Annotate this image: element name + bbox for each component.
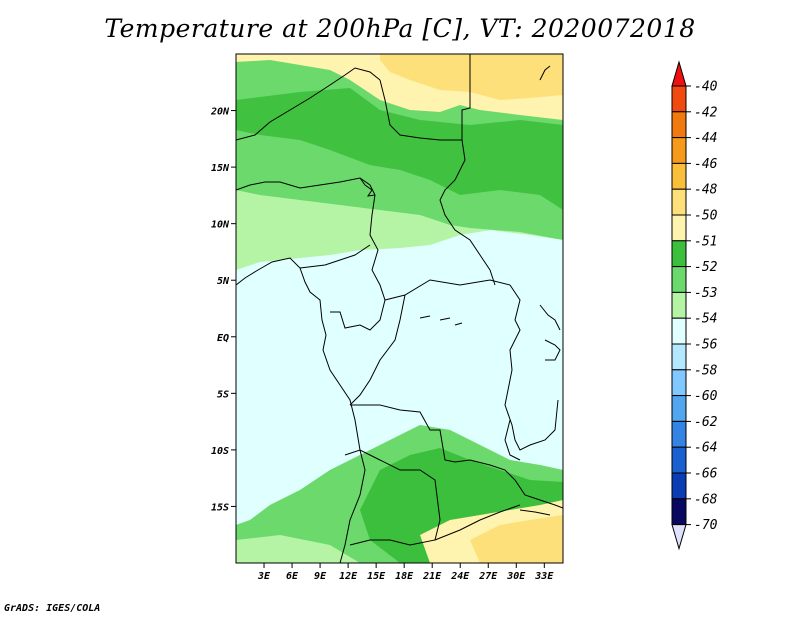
- border-drc-west: [349, 294, 406, 406]
- field-warm-dark-south: [470, 515, 563, 563]
- colorbar-label: -44: [694, 131, 717, 146]
- colorbar-label: -50: [694, 209, 718, 224]
- colorbar-bottom-arrow: [671, 524, 687, 551]
- lat-tick-label: 15S: [211, 502, 229, 513]
- lat-tick-label: EQ: [217, 333, 229, 344]
- lake-tanganyika: [504, 419, 521, 461]
- lake-victoria-outline: [539, 304, 561, 331]
- colorbar-segment: [671, 317, 687, 345]
- lon-tick-label: 30E: [506, 571, 526, 582]
- colorbar-segment: [671, 85, 687, 113]
- border-chad-sudan: [439, 139, 496, 286]
- colorbar-segment: [671, 369, 687, 397]
- temperature-field: [236, 54, 563, 563]
- axis-tick-labels: 3E 6E 9E 12E 15E 18E 21E 24E 27E 30E 33E 20N 15N 10N 5…: [210, 107, 554, 582]
- colorbar-label: -53: [694, 286, 717, 301]
- border-congo-gabon: [330, 299, 386, 331]
- colorbar-label: -56: [694, 338, 718, 353]
- lake-chad: [359, 177, 376, 197]
- colorbar-label: -70: [694, 518, 718, 533]
- lon-tick-label: 21E: [422, 571, 442, 582]
- colorbar-segment: [671, 240, 687, 268]
- field-dark-green-north: [236, 88, 563, 210]
- lat-tick-label: 5N: [217, 276, 230, 287]
- border-car: [369, 194, 511, 301]
- lon-tick-label: 6E: [286, 571, 299, 582]
- border-nigeria-cameroon: [299, 244, 371, 269]
- lat-tick-label: 10S: [211, 446, 229, 457]
- colorbar-segment: [671, 343, 687, 371]
- lon-tick-label: 12E: [339, 571, 358, 582]
- border-zambia-south: [514, 479, 563, 509]
- colorbar-label: -42: [694, 105, 718, 120]
- lon-tick-label: 24E: [450, 571, 470, 582]
- border-angola-namibia: [344, 449, 441, 546]
- colorbar-segment: [671, 137, 687, 164]
- colorbar-label: -48: [694, 183, 718, 198]
- colorbar-label: -68: [694, 492, 718, 507]
- lat-tick-label: 10N: [211, 220, 230, 231]
- border-kenya-tanzania: [544, 339, 561, 361]
- lat-tick-label: 20N: [210, 107, 230, 118]
- coastline-west: [236, 257, 366, 563]
- colorbar-label: -66: [694, 467, 718, 482]
- axis-ticks: [231, 110, 545, 568]
- lat-tick-label: 15N: [211, 163, 230, 174]
- field-light-green-south: [236, 535, 360, 563]
- lat-tick-label: 5S: [217, 389, 229, 400]
- colorbar-segment: [671, 214, 687, 242]
- border-drc-angola-zambia: [350, 404, 516, 481]
- colorbar-label: -54: [694, 312, 717, 327]
- lon-tick-label: 15E: [367, 571, 386, 582]
- colorbar-label: -52: [694, 260, 718, 275]
- colorbar-segment: [671, 446, 687, 474]
- colorbar-segment: [671, 472, 687, 500]
- border-east-africa: [504, 284, 559, 451]
- lon-tick-label: 3E: [257, 571, 271, 582]
- colorbar-segment: [671, 162, 687, 190]
- colorbar-label: -58: [694, 363, 718, 378]
- border-niger-chad-libya: [379, 54, 471, 141]
- lon-tick-label: 18E: [395, 571, 414, 582]
- colorbar-label: -51: [694, 234, 717, 249]
- colorbar-segment: [671, 420, 687, 448]
- colorbar-top-arrow: [671, 60, 687, 87]
- lon-tick-label: 27E: [478, 571, 498, 582]
- lon-tick-label: 9E: [314, 571, 327, 582]
- lon-tick-label: 33E: [534, 571, 554, 582]
- colorbar-segment: [671, 291, 687, 319]
- colorbar-segment: [671, 111, 687, 139]
- colorbar-segment: [671, 188, 687, 216]
- colorbar-label: -60: [694, 389, 718, 404]
- colorbar-segment: [671, 395, 687, 422]
- colorbar-label: -62: [694, 415, 718, 430]
- nile-delta: [539, 65, 551, 81]
- footer-credit: GrADS: IGES/COLA: [4, 603, 101, 614]
- field-warm-dark-north: [380, 54, 563, 100]
- map-frame: [235, 53, 564, 564]
- field-cold-centre: [236, 230, 563, 525]
- colorbar-label: -40: [694, 80, 718, 95]
- border-botswana: [434, 504, 521, 541]
- colorbar-label: -64: [694, 441, 717, 456]
- colorbar-label: -46: [694, 157, 718, 172]
- zambezi: [519, 509, 551, 516]
- map-title: Temperature at 200hPa [C], VT: 202007201…: [104, 14, 696, 43]
- colorbar: -40 -42 -44 -46 -48 -50 -51 -52 -53 -54 -56 -58 -60 -…: [671, 60, 718, 551]
- border-sahel-north: [236, 177, 376, 196]
- border-algeria-mali: [236, 67, 381, 141]
- colorbar-segment: [671, 266, 687, 293]
- colorbar-segment: [671, 498, 687, 526]
- congo-river: [419, 315, 463, 326]
- country-borders: [236, 54, 563, 563]
